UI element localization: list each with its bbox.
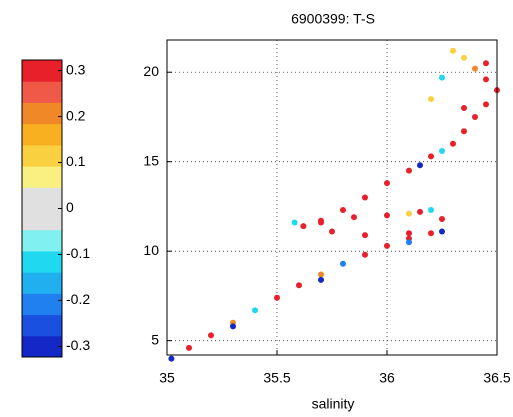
point: [208, 332, 214, 339]
point: [329, 228, 335, 235]
y-tick-label: 20: [143, 63, 159, 79]
y-tick-label: 5: [151, 331, 159, 347]
colorbar-tick-label: 0.2: [66, 107, 86, 123]
point: [384, 180, 390, 187]
point: [428, 230, 434, 237]
x-tick-label: 35.5: [263, 370, 290, 386]
point: [439, 228, 445, 235]
point: [439, 147, 445, 154]
point: [428, 207, 434, 214]
point: [428, 96, 434, 103]
colorbar-band: [22, 208, 62, 231]
point: [439, 215, 445, 222]
point: [406, 167, 412, 174]
point: [472, 65, 478, 72]
colorbar-band: [22, 81, 62, 103]
point: [406, 230, 412, 237]
point: [230, 323, 236, 330]
colorbar-band: [22, 272, 62, 294]
point: [483, 76, 489, 83]
colorbar-tick-label: 0: [66, 199, 74, 215]
colorbar-band: [22, 314, 62, 337]
chart-title: 6900399: T-S: [291, 11, 375, 27]
colorbar-band: [22, 335, 62, 358]
point: [461, 54, 467, 61]
point: [300, 223, 307, 230]
point: [318, 271, 324, 278]
colorbar-band: [22, 187, 62, 209]
colorbar-band: [22, 166, 62, 188]
point: [450, 47, 456, 54]
point: [417, 162, 423, 169]
x-tick-label: 36.5: [483, 370, 510, 386]
colorbar-band: [22, 144, 62, 167]
point: [461, 128, 467, 135]
point: [461, 105, 467, 112]
point: [168, 355, 175, 362]
point: [291, 219, 298, 226]
colorbar-tick-label: -0.1: [66, 245, 90, 261]
colorbar-band: [22, 229, 62, 252]
point: [439, 74, 445, 81]
point: [274, 294, 280, 301]
colorbar-band: [22, 250, 62, 273]
point: [406, 239, 412, 246]
colorbar-band: [22, 123, 62, 146]
point: [186, 344, 192, 351]
colorbar-band: [22, 60, 62, 82]
y-tick-label: 10: [143, 242, 159, 258]
point: [417, 208, 423, 215]
colorbar-tick-label: -0.3: [66, 337, 90, 353]
point: [384, 212, 390, 219]
colorbar-tick-label: 0.1: [66, 153, 86, 169]
colorbar-tick-label: 0.3: [66, 61, 86, 77]
point: [472, 113, 478, 120]
point: [362, 194, 368, 201]
point: [351, 214, 357, 221]
colorbar-tick-label: -0.2: [66, 291, 90, 307]
x-tick-label: 36: [379, 370, 395, 386]
point: [340, 260, 346, 267]
x-axis-label: salinity: [312, 396, 355, 412]
point: [483, 101, 489, 108]
point: [483, 60, 489, 67]
point: [318, 219, 324, 226]
point: [362, 251, 368, 258]
point: [252, 307, 258, 314]
y-tick-label: 15: [143, 152, 159, 168]
x-tick-label: 35: [159, 370, 175, 386]
plot-frame: [166, 39, 498, 356]
colorbar-band: [22, 102, 62, 125]
colorbar-band: [22, 293, 62, 316]
point: [340, 207, 346, 214]
point: [384, 242, 390, 249]
point: [296, 282, 302, 289]
point: [428, 153, 434, 160]
point: [362, 232, 368, 239]
point: [450, 140, 456, 147]
point: [406, 210, 412, 217]
point: [318, 276, 324, 283]
